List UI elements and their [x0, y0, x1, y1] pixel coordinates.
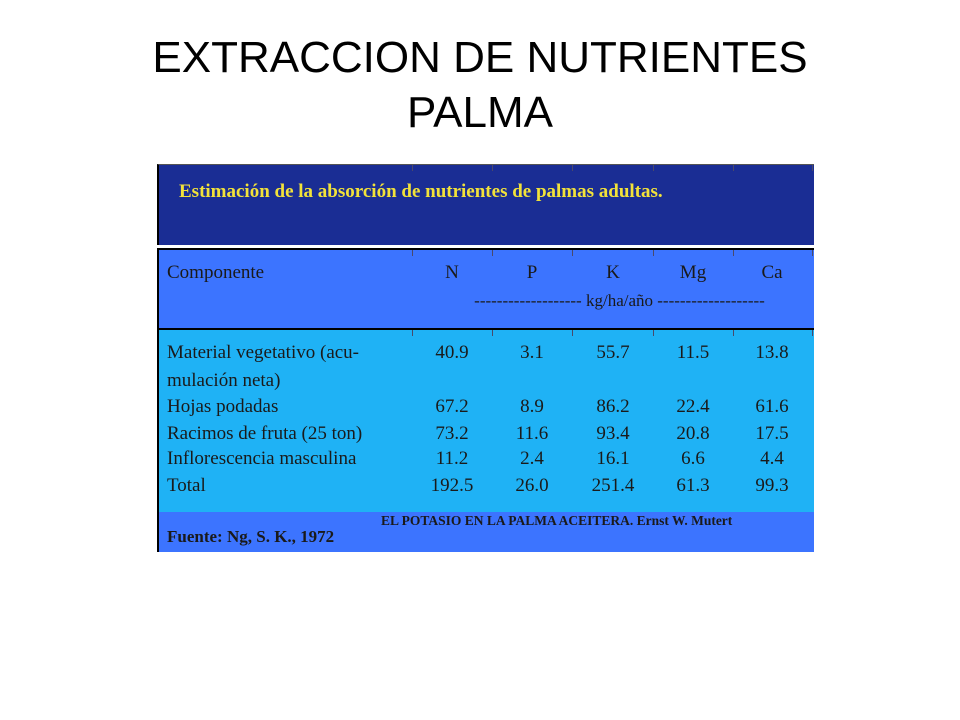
cell-p: 11.6 — [515, 423, 549, 444]
table-footer: EL POTASIO EN LA PALMA ACEITERA. Ernst W… — [157, 512, 814, 552]
cell-n: 192.5 — [430, 475, 474, 496]
cell-k: 55.7 — [596, 342, 630, 363]
column-divider-tick — [653, 330, 654, 336]
column-divider-tick — [492, 330, 493, 336]
cell-k: 16.1 — [596, 448, 630, 469]
table-caption: Estimación de la absorción de nutrientes… — [179, 181, 663, 202]
column-divider-tick — [572, 330, 573, 336]
column-divider-tick — [653, 165, 654, 171]
reference-citation: EL POTASIO EN LA PALMA ACEITERA. Ernst W… — [381, 513, 733, 528]
column-divider-tick — [812, 250, 813, 256]
cell-mg: 11.5 — [676, 342, 710, 363]
column-divider-tick — [492, 165, 493, 171]
cell-ca: 17.5 — [755, 423, 789, 444]
slide-title-line-1: EXTRACCION DE NUTRIENTES — [152, 33, 808, 82]
cell-n: 67.2 — [435, 396, 469, 417]
cell-ca: 99.3 — [755, 475, 789, 496]
cell-ca: 4.4 — [760, 448, 784, 469]
cell-p: 3.1 — [520, 342, 544, 363]
nutrient-table-image: Estimación de la absorción de nutrientes… — [157, 160, 814, 552]
column-header-p: P — [526, 262, 538, 283]
table-body: Material vegetativo (acu- 40.9 3.1 55.7 11.5… — [159, 330, 814, 512]
row-label: Inflorescencia masculina — [167, 448, 357, 469]
cell-ca: 61.6 — [755, 396, 789, 417]
table-caption-band: Estimación de la absorción de nutrientes… — [157, 164, 814, 245]
cell-n: 73.2 — [435, 423, 469, 444]
cell-mg: 61.3 — [676, 475, 710, 496]
row-label-continuation: mulación neta) — [167, 370, 281, 391]
column-divider-tick — [412, 165, 413, 171]
row-label: Total — [167, 475, 206, 496]
slide-title-line-2: PALMA — [407, 88, 553, 137]
column-divider-tick — [812, 165, 813, 171]
column-divider-tick — [733, 330, 734, 336]
column-divider-tick — [812, 330, 813, 336]
column-divider-tick — [733, 250, 734, 256]
column-header-componente: Componente — [167, 262, 265, 283]
slide-title: EXTRACCION DE NUTRIENTES PALMA — [0, 30, 960, 140]
cell-n: 11.2 — [435, 448, 469, 469]
column-header-k: K — [606, 262, 620, 283]
cell-k: 93.4 — [596, 423, 630, 444]
column-header-mg: Mg — [679, 262, 707, 283]
cell-k: 251.4 — [591, 475, 635, 496]
table-header: Componente ------------------- kg/ha/año… — [159, 250, 814, 330]
cell-p: 26.0 — [515, 475, 549, 496]
column-header-n: N — [445, 262, 459, 283]
column-divider-tick — [412, 250, 413, 256]
cell-n: 40.9 — [435, 342, 469, 363]
column-divider-tick — [572, 165, 573, 171]
row-label: Racimos de fruta (25 ton) — [167, 423, 363, 444]
cell-p: 8.9 — [520, 396, 544, 417]
column-divider-tick — [412, 330, 413, 336]
column-header-ca: Ca — [761, 262, 783, 283]
units-label: ------------------- kg/ha/año ----------… — [474, 291, 765, 310]
nutrient-table: Componente ------------------- kg/ha/año… — [157, 248, 814, 512]
column-divider-tick — [572, 250, 573, 256]
cell-mg: 6.6 — [681, 448, 705, 469]
cell-ca: 13.8 — [755, 342, 789, 363]
row-label: Material vegetativo (acu- — [167, 342, 360, 363]
column-divider-tick — [492, 250, 493, 256]
cell-mg: 22.4 — [676, 396, 710, 417]
cell-k: 86.2 — [596, 396, 630, 417]
column-divider-tick — [733, 165, 734, 171]
row-label: Hojas podadas — [167, 396, 279, 417]
cell-p: 2.4 — [520, 448, 544, 469]
column-divider-tick — [653, 250, 654, 256]
source-citation: Fuente: Ng, S. K., 1972 — [167, 527, 335, 546]
cell-mg: 20.8 — [676, 423, 710, 444]
